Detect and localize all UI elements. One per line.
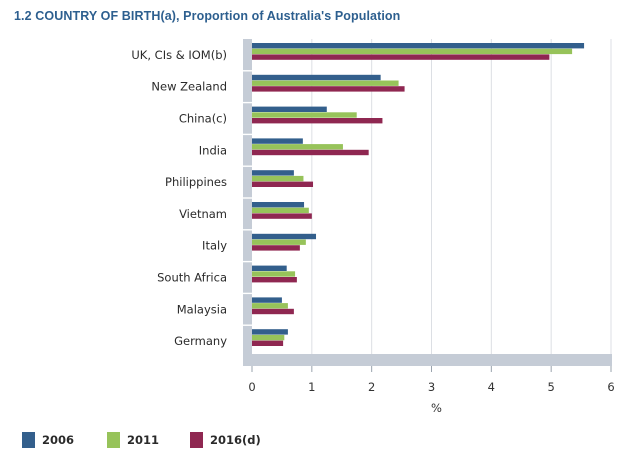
legend-swatch: [107, 432, 120, 448]
category-label-philippines: Philippines: [165, 175, 227, 189]
bar-italy-2006: [252, 233, 317, 240]
category-label-new-zealand: New Zealand: [151, 80, 227, 94]
x-axis-band: [243, 354, 612, 366]
bar-malaysia-2011: [252, 303, 288, 309]
category-label-italy: Italy: [202, 239, 227, 253]
bar-china-c-2016-d: [252, 118, 383, 124]
category-label-malaysia: Malaysia: [177, 302, 227, 316]
bar-new-zealand-2011: [252, 80, 399, 86]
category-label-vietnam: Vietnam: [179, 207, 227, 221]
bar-malaysia-2006: [252, 297, 282, 303]
legend-swatch: [22, 432, 35, 448]
bar-india-2011: [252, 144, 343, 150]
x-tick-label: 0: [248, 380, 255, 394]
category-label-china-c: China(c): [179, 112, 227, 126]
category-label-south-africa: South Africa: [157, 271, 227, 285]
x-tick-label: 2: [368, 380, 375, 394]
chart-title: 1.2 COUNTRY OF BIRTH(a), Proportion of A…: [14, 9, 401, 23]
legend-label: 2006: [42, 433, 75, 447]
bar-germany-2016-d: [252, 340, 284, 346]
bar-south-africa-2006: [252, 265, 287, 271]
x-tick-label: 4: [488, 380, 495, 394]
legend-label: 2011: [127, 433, 160, 447]
bar-china-c-2011: [252, 112, 357, 118]
bar-south-africa-2016-d: [252, 277, 297, 283]
bar-uk-cis-iom-b-2011: [252, 48, 573, 55]
x-tick-label: 1: [308, 380, 315, 394]
x-tick-label: 3: [428, 380, 435, 394]
bar-philippines-2006: [252, 170, 294, 176]
category-label-india: India: [199, 143, 227, 157]
bar-germany-2011: [252, 334, 285, 341]
bar-new-zealand-2006: [252, 74, 381, 81]
bar-india-2016-d: [252, 149, 369, 156]
category-label-uk-cis-iom-b: UK, CIs & IOM(b): [131, 48, 227, 62]
bar-philippines-2016-d: [252, 181, 314, 187]
category-label-germany: Germany: [174, 334, 227, 348]
bar-chart: 0 1 2 3 4 5 6% UK, CIs & IOM(b) New Zealand China…: [131, 39, 615, 415]
bar-italy-2011: [252, 239, 306, 245]
bar-new-zealand-2016-d: [252, 86, 405, 92]
bar-malaysia-2016-d: [252, 308, 294, 315]
bar-south-africa-2011: [252, 271, 296, 277]
legend-label: 2016(d): [210, 433, 261, 447]
bar-philippines-2011: [252, 175, 304, 182]
bar-italy-2016-d: [252, 245, 300, 251]
bar-india-2006: [252, 138, 303, 144]
y-axis-band: [243, 39, 252, 366]
x-tick-label: 6: [607, 380, 614, 394]
x-axis-title: %: [431, 401, 442, 415]
bar-china-c-2006: [252, 106, 327, 112]
x-tick-label: 5: [548, 380, 555, 394]
bar-vietnam-2016-d: [252, 213, 312, 219]
bar-vietnam-2006: [252, 202, 305, 208]
bar-uk-cis-iom-b-2006: [252, 43, 585, 49]
bar-vietnam-2011: [252, 207, 309, 214]
bar-germany-2006: [252, 329, 288, 335]
bar-uk-cis-iom-b-2016-d: [252, 54, 550, 60]
legend-swatch: [190, 432, 203, 448]
